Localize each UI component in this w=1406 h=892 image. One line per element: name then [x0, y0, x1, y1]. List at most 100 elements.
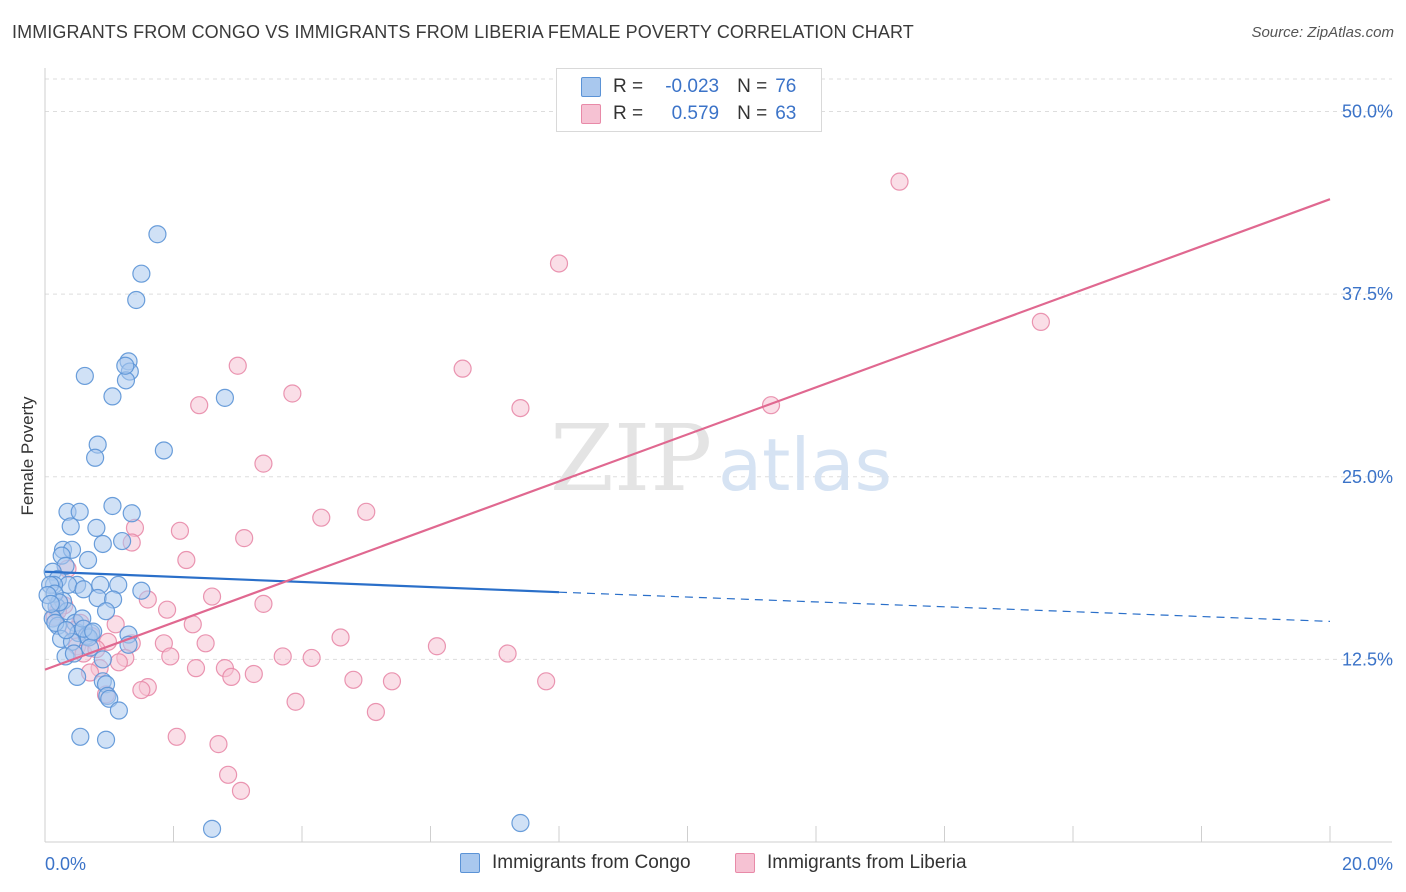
x-tick-label-min: 0.0% [45, 854, 86, 874]
legend-item-congo[interactable]: Immigrants from Congo [460, 852, 691, 874]
liberia-point[interactable] [382, 672, 402, 691]
liberia-point[interactable] [170, 521, 190, 540]
source-label: Source: ZipAtlas.com [1251, 24, 1394, 41]
congo-trend-line [44, 570, 560, 594]
liberia-point[interactable] [244, 664, 263, 684]
legend-n-label: N = [737, 76, 768, 97]
liberia-point[interactable] [109, 653, 128, 672]
legend-row-congo: R = -0.023 N = 76 [581, 74, 796, 100]
congo-point[interactable] [70, 502, 89, 521]
liberia-point[interactable] [167, 727, 186, 746]
congo-point[interactable] [511, 813, 530, 833]
congo-point[interactable] [71, 727, 90, 746]
liberia-point[interactable] [549, 254, 569, 273]
stats-legend: R = -0.023 N = 76 R = 0.579 N = 63 [556, 68, 822, 132]
liberia-point[interactable] [890, 172, 909, 191]
liberia-point[interactable] [511, 398, 530, 418]
liberia-point[interactable] [228, 356, 247, 375]
legend-r-value-liberia: 0.579 [671, 103, 720, 124]
congo-point[interactable] [61, 517, 80, 536]
liberia-point[interactable] [273, 647, 292, 666]
congo-point[interactable] [103, 387, 122, 406]
legend-r-value-congo: -0.023 [665, 76, 720, 97]
legend-n-label: N = [737, 103, 768, 124]
series-legend: Immigrants from Congo Immigrants from Li… [0, 852, 1406, 878]
congo-point[interactable] [74, 580, 93, 599]
liberia-point[interactable] [219, 765, 238, 784]
liberia-point[interactable] [366, 702, 385, 722]
liberia-point[interactable] [357, 502, 376, 521]
legend-r-label: R = [613, 76, 644, 97]
liberia-point[interactable] [302, 648, 321, 668]
liberia-legend-icon [735, 853, 755, 873]
congo-point[interactable] [132, 581, 151, 600]
congo-point[interactable] [122, 504, 141, 523]
congo-point[interactable] [93, 650, 112, 669]
congo-point[interactable] [215, 388, 234, 407]
congo-swatch-icon [581, 77, 601, 97]
liberia-point[interactable] [761, 396, 781, 415]
congo-point[interactable] [86, 448, 105, 467]
congo-point[interactable] [93, 534, 112, 554]
congo-point[interactable] [75, 366, 94, 386]
congo-point[interactable] [96, 730, 116, 749]
liberia-point[interactable] [209, 735, 228, 754]
congo-point[interactable] [57, 621, 76, 640]
liberia-point[interactable] [344, 670, 363, 689]
congo-point[interactable] [78, 550, 98, 570]
liberia-point[interactable] [283, 384, 302, 403]
legend-label-liberia: Immigrants from Liberia [767, 852, 967, 873]
congo-point[interactable] [127, 290, 146, 310]
liberia-point[interactable] [231, 781, 251, 800]
congo-point[interactable] [68, 667, 87, 687]
congo-point[interactable] [116, 356, 135, 375]
y-tick-label: 50.0% [1342, 102, 1393, 122]
congo-point[interactable] [41, 594, 60, 613]
liberia-point[interactable] [537, 672, 556, 691]
congo-legend-icon [460, 853, 480, 873]
congo-point[interactable] [202, 819, 222, 838]
liberia-point[interactable] [190, 396, 209, 415]
liberia-point[interactable] [106, 615, 125, 634]
congo-point[interactable] [154, 441, 173, 460]
congo-point[interactable] [84, 622, 103, 641]
liberia-point[interactable] [177, 550, 196, 570]
liberia-point[interactable] [312, 508, 331, 527]
liberia-point[interactable] [202, 587, 222, 606]
liberia-point[interactable] [132, 680, 151, 700]
liberia-point[interactable] [161, 647, 180, 666]
legend-row-liberia: R = 0.579 N = 63 [581, 101, 796, 127]
liberia-point[interactable] [427, 637, 447, 656]
y-tick-label: 12.5% [1342, 649, 1393, 669]
liberia-point[interactable] [157, 600, 177, 619]
liberia-point[interactable] [222, 667, 241, 687]
congo-point[interactable] [109, 701, 128, 720]
congo-point[interactable] [112, 531, 132, 551]
legend-n-value-congo: 76 [775, 76, 797, 97]
liberia-swatch-icon [581, 104, 601, 124]
liberia-trend-line [44, 198, 1331, 671]
liberia-point[interactable] [331, 628, 350, 647]
chart-title: IMMIGRANTS FROM CONGO VS IMMIGRANTS FROM… [12, 22, 914, 42]
congo-point[interactable] [96, 602, 116, 621]
congo-point[interactable] [103, 496, 122, 516]
liberia-point[interactable] [186, 659, 206, 678]
liberia-point[interactable] [498, 644, 517, 663]
x-tick-label-max: 20.0% [1342, 854, 1393, 874]
congo-point[interactable] [148, 225, 167, 244]
legend-item-liberia[interactable]: Immigrants from Liberia [735, 852, 967, 874]
liberia-point[interactable] [286, 692, 305, 711]
liberia-point[interactable] [196, 634, 215, 653]
watermark-zip: ZIP [550, 405, 712, 512]
liberia-point[interactable] [453, 359, 472, 378]
congo-point[interactable] [100, 689, 119, 708]
liberia-point[interactable] [254, 454, 273, 473]
congo-point[interactable] [87, 518, 106, 537]
liberia-point[interactable] [235, 529, 254, 548]
y-tick-label: 25.0% [1342, 467, 1393, 487]
congo-point[interactable] [132, 264, 151, 283]
liberia-point[interactable] [254, 594, 273, 613]
liberia-point[interactable] [1031, 312, 1050, 332]
legend-n-value-liberia: 63 [775, 103, 797, 124]
